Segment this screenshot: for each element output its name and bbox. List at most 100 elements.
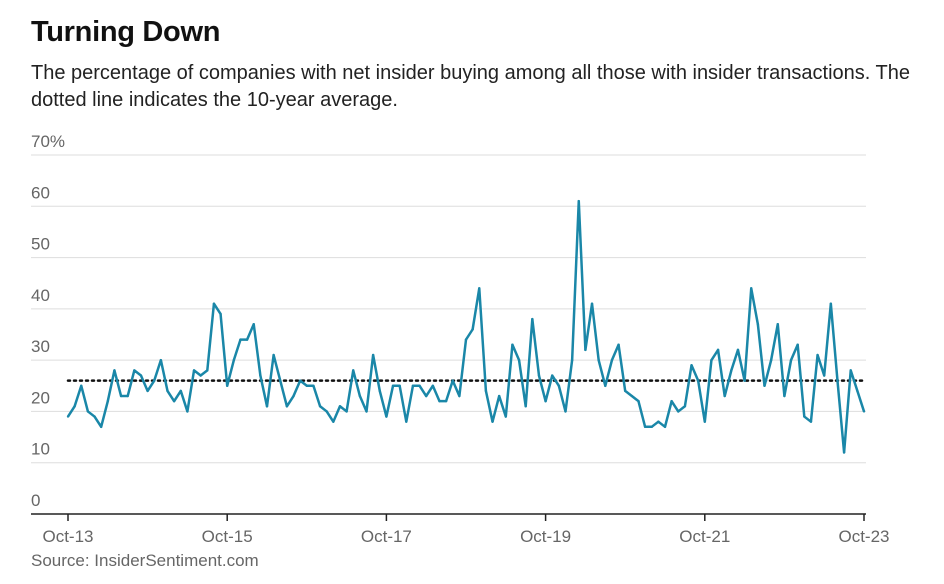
y-axis-labels: 0 10 20 30 40 50 60 70% bbox=[31, 132, 65, 510]
data-point bbox=[86, 410, 90, 413]
data-point bbox=[637, 399, 640, 403]
data-point bbox=[524, 405, 527, 408]
y-tick-label: 60 bbox=[31, 183, 50, 202]
data-point bbox=[544, 399, 547, 403]
data-point bbox=[471, 328, 474, 331]
data-point bbox=[106, 399, 110, 403]
data-point bbox=[677, 410, 680, 413]
data-point bbox=[338, 405, 342, 408]
data-point bbox=[657, 420, 660, 423]
data-point bbox=[265, 405, 269, 408]
x-tick-label: Oct-13 bbox=[42, 527, 93, 546]
data-point bbox=[564, 410, 567, 413]
gridlines bbox=[31, 154, 866, 464]
data-point bbox=[776, 323, 779, 326]
data-point bbox=[431, 384, 435, 387]
data-point bbox=[823, 374, 826, 377]
data-point bbox=[352, 369, 355, 372]
data-point bbox=[710, 358, 713, 362]
data-point bbox=[829, 302, 833, 305]
y-tick-label: 40 bbox=[31, 286, 50, 305]
data-point bbox=[663, 425, 667, 429]
x-tick-label: Oct-23 bbox=[838, 527, 889, 546]
data-point bbox=[531, 317, 534, 321]
data-point bbox=[842, 451, 846, 454]
data-point bbox=[736, 348, 740, 352]
data-point bbox=[259, 374, 262, 377]
source-note: Source: InsiderSentiment.com bbox=[31, 551, 259, 570]
data-point bbox=[371, 353, 375, 357]
y-tick-label: 10 bbox=[31, 440, 50, 459]
series-line bbox=[66, 199, 866, 454]
data-point bbox=[93, 415, 96, 418]
data-point bbox=[279, 379, 282, 382]
data-point bbox=[497, 394, 501, 398]
data-point bbox=[458, 394, 461, 398]
y-tick-label: 30 bbox=[31, 337, 50, 356]
data-point bbox=[272, 353, 275, 357]
data-point bbox=[325, 410, 328, 413]
data-point bbox=[590, 302, 594, 305]
data-point bbox=[411, 384, 415, 387]
data-point bbox=[517, 358, 521, 362]
data-point bbox=[425, 394, 428, 398]
data-point bbox=[716, 348, 720, 352]
data-point bbox=[643, 425, 647, 429]
data-point bbox=[332, 420, 335, 423]
data-point bbox=[239, 338, 242, 341]
data-point bbox=[610, 358, 614, 362]
data-point bbox=[99, 425, 103, 429]
data-point bbox=[803, 415, 806, 418]
data-point bbox=[836, 379, 839, 382]
data-point bbox=[358, 394, 362, 398]
data-point bbox=[172, 399, 176, 403]
data-point bbox=[226, 384, 229, 387]
data-point bbox=[232, 358, 236, 362]
data-point bbox=[378, 389, 381, 393]
data-point bbox=[690, 364, 693, 367]
data-point bbox=[670, 399, 673, 403]
chart-title: Turning Down bbox=[31, 16, 221, 48]
data-point bbox=[318, 405, 322, 408]
data-point bbox=[856, 389, 859, 393]
chart-subtitle: The percentage of companies with net ins… bbox=[31, 62, 911, 111]
data-point bbox=[464, 338, 468, 341]
data-point bbox=[551, 374, 554, 377]
data-point bbox=[285, 405, 289, 408]
data-point bbox=[186, 410, 189, 413]
data-point bbox=[650, 425, 653, 429]
data-point bbox=[199, 374, 202, 377]
data-point bbox=[478, 287, 481, 290]
data-point bbox=[179, 389, 182, 393]
y-tick-label: 50 bbox=[31, 235, 50, 254]
data-point bbox=[212, 302, 216, 305]
data-point bbox=[206, 369, 209, 372]
data-point bbox=[537, 374, 541, 377]
data-point bbox=[504, 415, 507, 418]
data-point bbox=[385, 415, 388, 418]
data-point bbox=[816, 353, 819, 357]
data-point bbox=[312, 384, 315, 387]
x-tick-label: Oct-17 bbox=[361, 527, 412, 546]
x-axis: Oct-13 Oct-15 Oct-17 Oct-19 Oct-21 Oct-23 bbox=[31, 513, 890, 546]
data-point bbox=[491, 420, 494, 423]
data-point bbox=[66, 415, 70, 418]
data-point bbox=[192, 369, 196, 372]
data-point bbox=[763, 384, 766, 387]
data-point bbox=[80, 384, 83, 387]
data-point bbox=[730, 369, 733, 372]
data-point bbox=[604, 384, 607, 387]
data-point bbox=[73, 405, 76, 408]
data-point bbox=[252, 323, 255, 326]
data-point bbox=[438, 399, 441, 403]
data-point bbox=[624, 389, 627, 393]
data-point bbox=[862, 410, 866, 413]
data-point bbox=[166, 389, 169, 393]
data-point bbox=[630, 394, 634, 398]
data-point bbox=[597, 358, 600, 362]
x-tick-label: Oct-21 bbox=[679, 527, 730, 546]
data-point bbox=[557, 384, 561, 387]
data-point bbox=[113, 369, 116, 372]
data-point bbox=[298, 379, 302, 382]
